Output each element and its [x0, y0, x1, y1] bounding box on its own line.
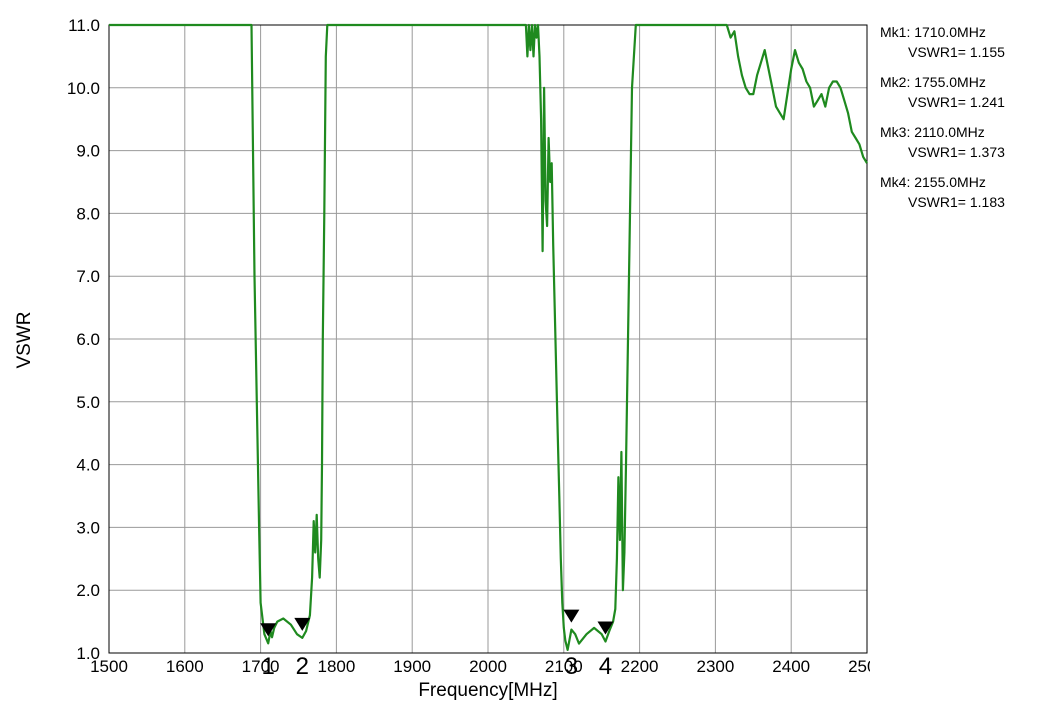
marker-number-label: 2	[296, 653, 309, 680]
x-axis-ticks: 1500 1600 1700 1800 1900 2000 2100 2200 2300 2400…	[90, 657, 870, 676]
marker-readout-4: Mk4: 2155.0MHz VSWR1= 1.183	[880, 172, 1060, 212]
x-tick-label: 2300	[696, 657, 734, 676]
marker-triangle	[563, 609, 580, 623]
y-tick-label: 7.0	[76, 267, 100, 286]
marker-triangle	[597, 621, 614, 635]
chart-grid	[108, 24, 868, 654]
y-tick-label: 3.0	[76, 518, 100, 537]
vswr-chart: 1500 1600 1700 1800 1900 2000 2100 2200 2300 2400…	[14, 16, 870, 701]
marker-frequency: Mk2: 1755.0MHz	[880, 74, 986, 90]
x-tick-label: 2000	[469, 657, 507, 676]
marker-frequency: Mk3: 2110.0MHz	[880, 124, 985, 140]
x-tick-label: 2100	[545, 657, 583, 676]
marker-readout-3: Mk3: 2110.0MHz VSWR1= 1.373	[880, 122, 1060, 162]
y-tick-label: 10.0	[67, 79, 100, 98]
y-tick-label: 1.0	[76, 644, 100, 663]
y-tick-label: 5.0	[76, 393, 100, 412]
marker-frequency: Mk1: 1710.0MHz	[880, 24, 986, 40]
y-tick-label: 2.0	[76, 581, 100, 600]
vswr-series-line	[109, 23, 868, 651]
marker-frequency: Mk4: 2155.0MHz	[880, 174, 986, 190]
y-tick-label: 4.0	[76, 456, 100, 475]
x-axis-title: Frequency[MHz]	[418, 680, 557, 701]
y-axis-title: VSWR	[14, 312, 35, 369]
x-tick-label: 2400	[772, 657, 810, 676]
y-tick-label: 8.0	[76, 204, 100, 223]
marker-triangle	[294, 617, 311, 631]
marker-vswr-value: VSWR1= 1.155	[908, 44, 1005, 60]
marker-readout-1: Mk1: 1710.0MHz VSWR1= 1.155	[880, 22, 1060, 62]
marker-triangle	[260, 623, 277, 637]
x-tick-label: 1500	[90, 657, 128, 676]
y-tick-label: 6.0	[76, 330, 100, 349]
x-tick-label: 2200	[621, 657, 659, 676]
y-tick-label: 11.0	[68, 16, 100, 35]
marker-vswr-value: VSWR1= 1.373	[908, 144, 1005, 160]
x-tick-label: 1800	[317, 657, 355, 676]
marker-number-label: 3	[565, 653, 578, 680]
marker-readout-2: Mk2: 1755.0MHz VSWR1= 1.241	[880, 72, 1060, 112]
marker-number-label: 1	[262, 653, 275, 680]
marker-number-label: 4	[599, 653, 612, 680]
marker-vswr-value: VSWR1= 1.241	[908, 94, 1005, 110]
marker-vswr-value: VSWR1= 1.183	[908, 194, 1005, 210]
x-tick-label: 1900	[393, 657, 431, 676]
x-tick-label: 1700	[242, 657, 280, 676]
x-tick-label: 1600	[166, 657, 204, 676]
x-tick-label: 2500	[848, 657, 870, 676]
y-tick-label: 9.0	[76, 142, 100, 161]
y-axis-ticks: 1.0 2.0 3.0 4.0 5.0 6.0 7.0 8.0 9.0 10.0 11.0	[67, 16, 100, 663]
marker-readout-panel: Mk1: 1710.0MHz VSWR1= 1.155 Mk2: 1755.0M…	[880, 22, 1060, 222]
